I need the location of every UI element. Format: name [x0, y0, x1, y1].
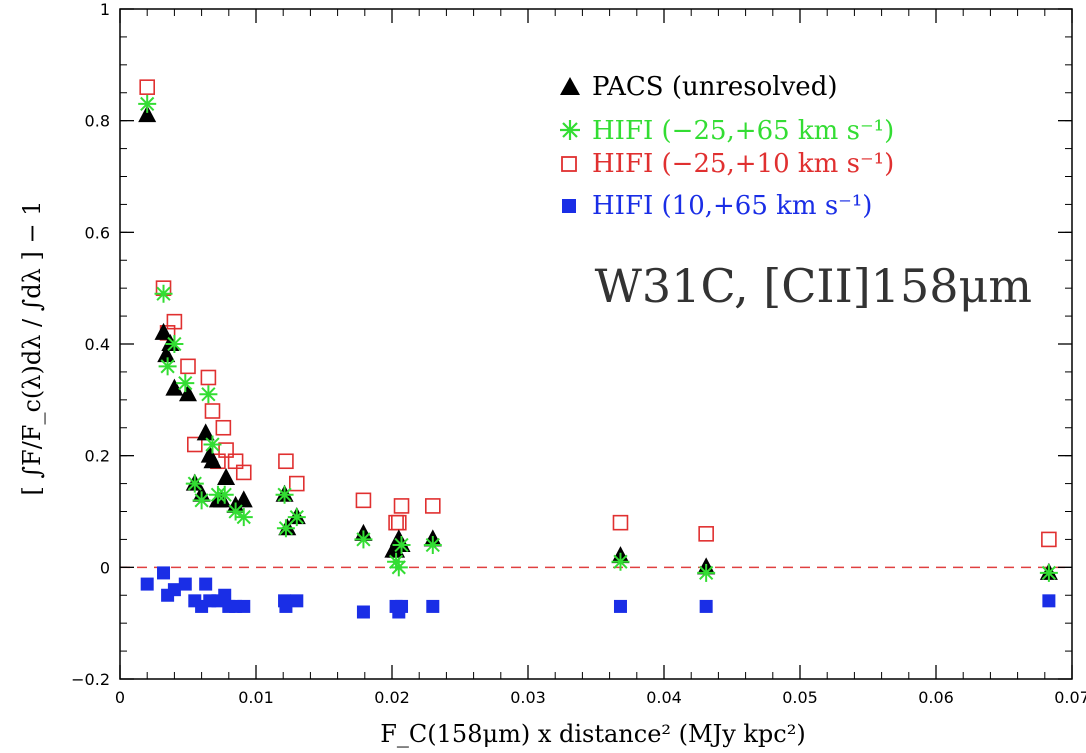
data-point-asterisk — [165, 335, 184, 353]
data-point-open-square — [355, 492, 372, 509]
data-point-asterisk — [389, 558, 408, 577]
asterisk-marker-icon — [560, 120, 580, 140]
legend-label-hifi-blue-wing: HIFI (−25,+10 km s⁻¹) — [592, 149, 894, 179]
data-point-open-square — [139, 79, 155, 95]
y-axis-title: [ ∫F/F_c(λ)dλ / ∫dλ ] − 1 — [18, 201, 46, 496]
data-point-filled-square — [1042, 594, 1056, 608]
data-point-filled-square — [157, 566, 171, 580]
data-point-asterisk — [276, 519, 295, 538]
data-point-open-square — [200, 369, 217, 386]
data-point-filled-square — [426, 599, 440, 613]
data-point-filled-square — [218, 588, 232, 602]
data-point-filled-square — [613, 599, 627, 613]
y-tick-label: 1 — [100, 0, 110, 19]
legend-item-pacs: PACS (unresolved) — [560, 72, 837, 102]
x-tick-label: 0 — [115, 688, 125, 707]
data-point-filled-square — [356, 605, 370, 619]
data-point-asterisk — [423, 536, 442, 554]
x-tick-label: 0.02 — [374, 688, 410, 707]
data-point-filled-triangle — [165, 378, 184, 396]
data-point-asterisk — [185, 474, 204, 493]
data-point-filled-square — [237, 599, 251, 613]
data-point-open-square — [215, 419, 232, 436]
data-point-open-square — [393, 498, 410, 514]
y-tick-label: 0.6 — [85, 223, 110, 242]
data-point-open-square — [187, 436, 203, 453]
data-point-filled-triangle — [179, 384, 197, 402]
legend: PACS (unresolved) HIFI (−25,+65 km s⁻¹) … — [560, 72, 894, 221]
y-tick-label: 0.4 — [85, 335, 110, 354]
data-point-filled-square — [199, 577, 213, 591]
data-point-open-square — [227, 453, 244, 470]
x-tick-label: 0.06 — [918, 688, 954, 707]
data-point-asterisk — [138, 94, 157, 113]
plot-frame — [119, 8, 1073, 680]
data-point-asterisk — [392, 536, 411, 554]
data-point-asterisk — [275, 485, 294, 504]
data-point-asterisk — [203, 435, 222, 454]
filled-square-marker-icon — [562, 199, 576, 213]
data-point-asterisk — [215, 485, 234, 504]
data-point-asterisk — [697, 563, 716, 582]
data-point-filled-square — [699, 599, 713, 613]
data-point-filled-square — [178, 577, 192, 591]
x-tick-label: 0.04 — [646, 688, 682, 707]
x-tick-label: 0.07 — [1054, 688, 1086, 707]
data-point-asterisk — [176, 374, 195, 393]
data-point-open-square — [278, 453, 294, 470]
data-point-filled-square — [279, 599, 293, 613]
data-point-asterisk — [226, 502, 245, 521]
open-square-marker-icon — [561, 156, 577, 172]
data-point-asterisk — [1039, 563, 1058, 582]
data-point-open-square — [288, 475, 305, 492]
triangle-marker-icon — [560, 77, 580, 95]
legend-label-hifi-full: HIFI (−25,+65 km s⁻¹) — [592, 116, 894, 146]
y-tick-label: 0.8 — [85, 112, 110, 131]
legend-label-hifi-red-wing: HIFI (10,+65 km s⁻¹) — [592, 191, 872, 221]
data-point-asterisk — [234, 508, 253, 527]
data-point-filled-triangle — [154, 322, 173, 340]
data-point-open-square — [204, 403, 221, 419]
data-point-filled-triangle — [234, 490, 253, 508]
data-point-asterisk — [192, 491, 211, 510]
data-point-filled-triangle — [157, 345, 176, 363]
y-tick-label: 0.2 — [85, 447, 110, 466]
data-point-open-square — [424, 498, 441, 514]
data-points — [138, 79, 1058, 619]
data-point-asterisk — [158, 357, 177, 376]
data-point-asterisk — [199, 385, 218, 404]
x-tick-label: 0.03 — [510, 688, 546, 707]
data-point-open-square — [235, 464, 252, 481]
y-tick-label: −0.2 — [71, 670, 110, 689]
data-point-asterisk — [354, 530, 373, 549]
data-point-filled-square — [140, 577, 154, 591]
chart-annotation: W31C, [CII]158μm — [595, 259, 1032, 313]
data-point-open-square — [698, 526, 714, 542]
legend-item-hifi-red-wing: HIFI (10,+65 km s⁻¹) — [562, 191, 872, 221]
data-point-filled-square — [395, 599, 409, 613]
x-axis-title: F_C(158μm) x distance² (MJy kpc²) — [380, 720, 805, 748]
data-point-asterisk — [154, 284, 173, 303]
legend-item-hifi-full: HIFI (−25,+65 km s⁻¹) — [560, 116, 894, 146]
x-tick-label: 0.05 — [782, 688, 818, 707]
data-point-open-square — [612, 514, 629, 531]
axes: 0 0.01 0.02 0.03 0.04 0.05 0.06 0.07 −0.2 0 0.2 0.4… — [71, 0, 1086, 707]
data-point-filled-square — [290, 594, 304, 608]
data-point-filled-triangle — [138, 105, 157, 123]
data-point-asterisk — [611, 552, 630, 571]
legend-label-pacs: PACS (unresolved) — [592, 72, 837, 102]
data-point-filled-triangle — [203, 451, 222, 469]
data-point-asterisk — [287, 508, 306, 527]
data-point-open-square — [166, 313, 183, 330]
legend-item-hifi-blue-wing: HIFI (−25,+10 km s⁻¹) — [561, 149, 894, 179]
y-tick-label: 0 — [100, 558, 110, 577]
data-point-filled-triangle — [196, 423, 215, 441]
data-point-open-square — [1041, 531, 1057, 548]
data-point-filled-triangle — [217, 468, 236, 485]
x-tick-label: 0.01 — [238, 688, 274, 707]
data-point-filled-square — [167, 583, 181, 597]
data-point-open-square — [180, 358, 196, 375]
